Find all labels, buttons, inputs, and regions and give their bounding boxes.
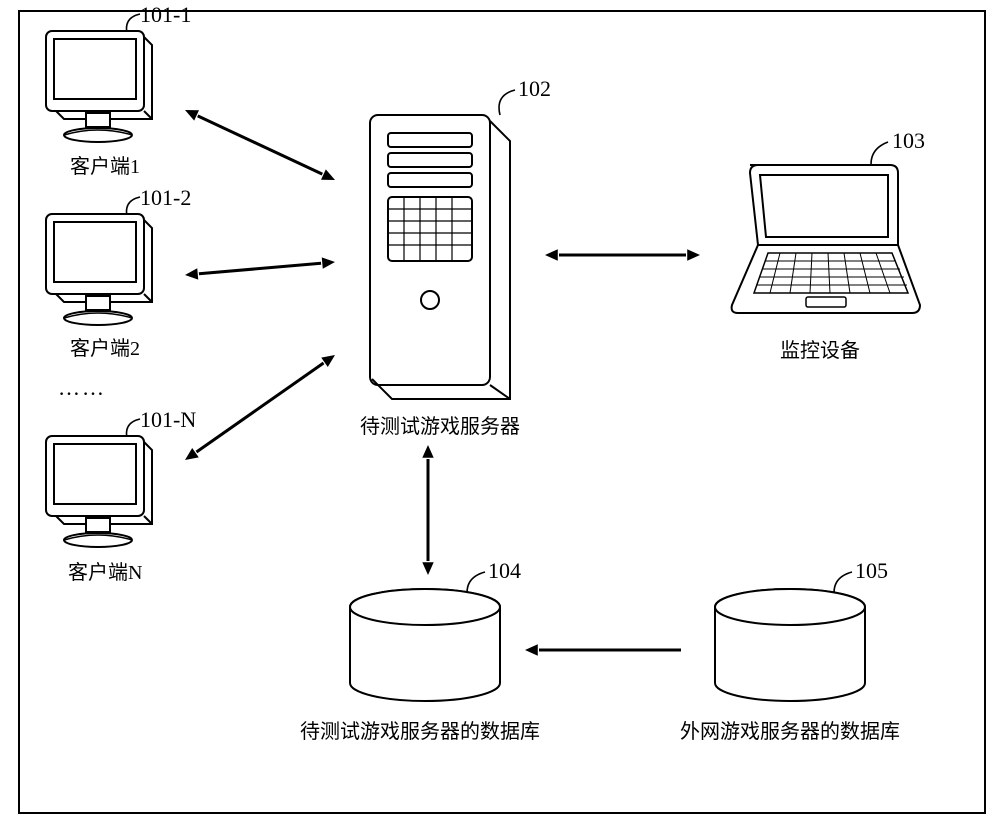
client-1-ref: 101-1 [140, 2, 191, 28]
server-ref: 102 [518, 76, 551, 102]
ellipsis: …… [58, 375, 106, 401]
db-test-ref: 104 [488, 558, 521, 584]
db-test-node [340, 585, 510, 705]
server-label: 待测试游戏服务器 [360, 410, 520, 439]
monitor-icon [40, 430, 160, 550]
server-icon [350, 105, 530, 405]
db-external-label: 外网游戏服务器的数据库 [680, 715, 900, 744]
client-2-node [40, 208, 160, 328]
client-2-label: 客户端2 [70, 332, 140, 361]
client-n-label: 客户端N [68, 556, 142, 585]
monitor-icon [40, 208, 160, 328]
client-n-ref: 101-N [140, 407, 196, 433]
db-test-label: 待测试游戏服务器的数据库 [300, 715, 540, 744]
client-1-label: 客户端1 [70, 150, 140, 179]
cylinder-icon [340, 585, 510, 705]
db-external-node [705, 585, 875, 705]
laptop-ref: 103 [892, 128, 925, 154]
cylinder-icon [705, 585, 875, 705]
client-1-node [40, 25, 160, 145]
server-node [350, 105, 530, 405]
client-n-node [40, 430, 160, 550]
laptop-label: 监控设备 [780, 334, 860, 363]
diagram-canvas: 客户端1 101-1 客户端2 101-2 …… 客户端N 101-N [0, 0, 1000, 820]
db-external-ref: 105 [855, 558, 888, 584]
monitor-icon [40, 25, 160, 145]
client-2-ref: 101-2 [140, 185, 191, 211]
laptop-icon [720, 155, 930, 325]
laptop-node [720, 155, 930, 325]
